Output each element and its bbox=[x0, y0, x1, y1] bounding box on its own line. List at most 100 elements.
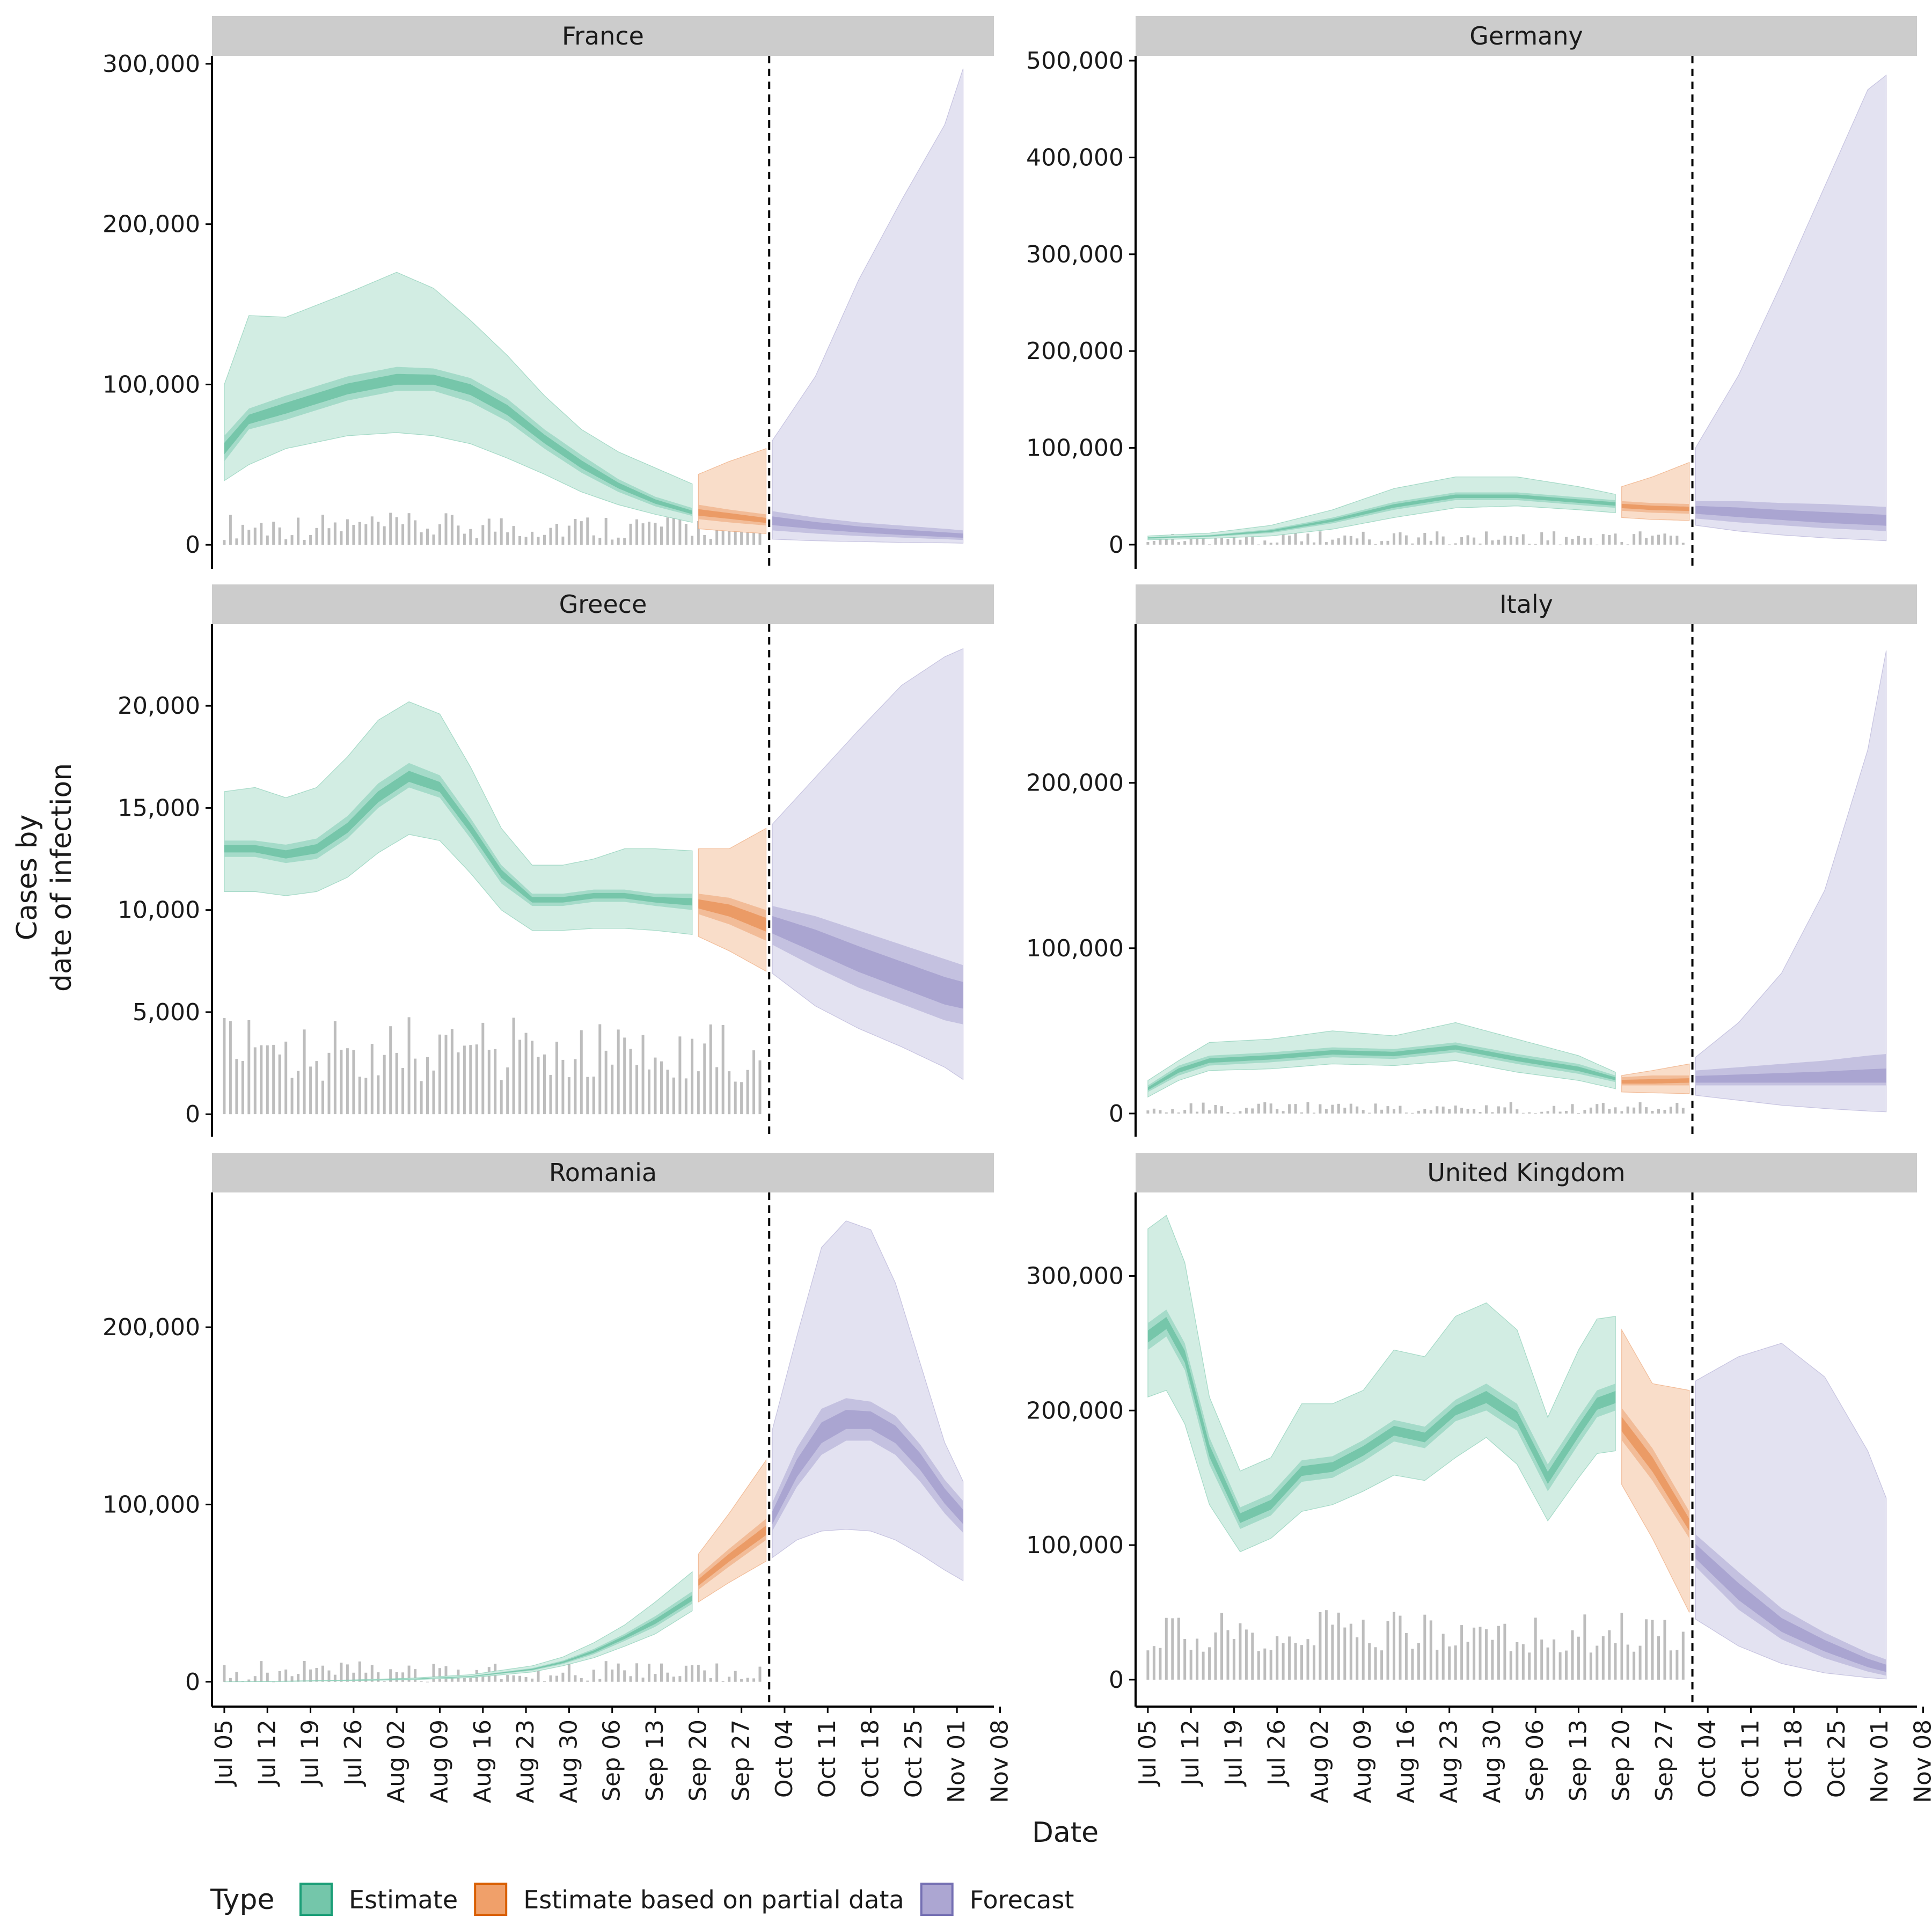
case-bar bbox=[1196, 538, 1199, 545]
estimate-ribbons bbox=[224, 272, 693, 523]
legend-key bbox=[299, 1883, 333, 1916]
x-tick-label: Aug 09 bbox=[426, 1719, 453, 1803]
case-bar bbox=[229, 1021, 232, 1115]
case-bar bbox=[684, 524, 687, 545]
case-bar bbox=[574, 1675, 577, 1682]
case-bar bbox=[537, 1666, 540, 1682]
case-bar bbox=[1202, 1102, 1205, 1114]
case-bar bbox=[377, 1075, 380, 1115]
case-bar bbox=[1263, 1648, 1267, 1680]
case-bar bbox=[1473, 1109, 1476, 1114]
case-bar bbox=[678, 518, 682, 545]
case-bar bbox=[518, 1675, 522, 1682]
case-bar bbox=[1423, 533, 1426, 545]
case-bar bbox=[1491, 1112, 1494, 1114]
case-bar bbox=[1159, 1110, 1162, 1114]
case-bar bbox=[401, 1672, 405, 1682]
case-bar bbox=[297, 1674, 300, 1682]
case-bar bbox=[506, 532, 509, 545]
case-bar bbox=[1251, 1108, 1254, 1114]
case-bar bbox=[1441, 1106, 1445, 1114]
legend-label: Forecast bbox=[970, 1885, 1074, 1914]
case-bar bbox=[1491, 1640, 1494, 1680]
case-bar bbox=[1608, 535, 1611, 545]
case-bar bbox=[1417, 1110, 1420, 1114]
case-bar bbox=[1473, 537, 1476, 545]
forecast-ribbons bbox=[772, 68, 964, 544]
case-bar bbox=[1454, 1645, 1457, 1680]
case-bar bbox=[691, 1665, 694, 1682]
partial-20-interval bbox=[1621, 503, 1689, 511]
case-bar bbox=[1362, 1620, 1365, 1680]
case-bar bbox=[1620, 1111, 1623, 1114]
partial-20-interval bbox=[698, 899, 766, 932]
case-bar bbox=[1633, 534, 1636, 545]
case-bar bbox=[1202, 1651, 1205, 1680]
case-bar bbox=[1565, 1111, 1568, 1114]
partial-ribbons bbox=[698, 448, 767, 534]
case-bar bbox=[752, 526, 756, 545]
case-bar bbox=[1503, 1107, 1506, 1114]
case-bar bbox=[414, 1058, 417, 1115]
x-tick-label: Sep 20 bbox=[1608, 1719, 1635, 1802]
case-bar bbox=[290, 1078, 294, 1115]
estimate-50-interval bbox=[224, 1591, 692, 1682]
case-bar bbox=[1423, 1109, 1426, 1114]
case-bar bbox=[1540, 1640, 1543, 1680]
case-bar bbox=[684, 1665, 687, 1682]
case-bar bbox=[1509, 1651, 1512, 1680]
case-bar bbox=[1645, 1619, 1648, 1680]
case-bar bbox=[1282, 1111, 1285, 1114]
case-bar bbox=[648, 1069, 650, 1115]
case-bar bbox=[1479, 1111, 1482, 1114]
case-bar bbox=[734, 1671, 737, 1682]
case-bar bbox=[1497, 539, 1500, 545]
partial-ribbons bbox=[1621, 1063, 1690, 1094]
x-tick-label: Nov 08 bbox=[986, 1719, 1014, 1803]
reported-case-bars bbox=[1146, 1610, 1685, 1680]
case-bar bbox=[481, 1673, 485, 1682]
y-tick-label: 0 bbox=[1109, 1100, 1124, 1128]
case-bar bbox=[1146, 542, 1150, 545]
legend-item: Forecast bbox=[920, 1883, 1074, 1916]
case-bar bbox=[537, 537, 540, 545]
case-bar bbox=[1313, 542, 1315, 545]
estimate-20-interval bbox=[1147, 494, 1616, 539]
case-bar bbox=[660, 1663, 663, 1682]
x-tick-label: Oct 04 bbox=[1694, 1719, 1721, 1798]
case-bar bbox=[1448, 1109, 1451, 1114]
case-bar bbox=[1473, 1627, 1476, 1680]
forecast-20-interval bbox=[1695, 1543, 1886, 1672]
y-tick-label: 200,000 bbox=[1026, 770, 1124, 797]
case-bar bbox=[1460, 1625, 1463, 1680]
case-bar bbox=[1485, 1629, 1488, 1680]
case-bar bbox=[1263, 540, 1267, 545]
case-bar bbox=[1633, 1107, 1636, 1114]
case-bar bbox=[420, 1081, 423, 1115]
case-bar bbox=[1374, 1647, 1377, 1680]
estimate-90-interval bbox=[1147, 1214, 1616, 1553]
x-tick-label: Aug 02 bbox=[1306, 1719, 1334, 1803]
case-bar bbox=[1245, 1629, 1248, 1680]
case-bar bbox=[1657, 1636, 1660, 1680]
case-bar bbox=[1503, 1623, 1506, 1680]
case-bar bbox=[253, 528, 257, 545]
case-bar bbox=[1485, 531, 1488, 545]
case-bar bbox=[1245, 1108, 1248, 1114]
case-bar bbox=[1232, 1113, 1235, 1114]
case-bar bbox=[531, 1041, 534, 1115]
case-bar bbox=[752, 1678, 756, 1682]
case-bar bbox=[1638, 1102, 1642, 1114]
case-bar bbox=[691, 536, 694, 545]
case-bar bbox=[1497, 1106, 1500, 1114]
case-bar bbox=[260, 1661, 263, 1682]
case-bar bbox=[1675, 1103, 1679, 1114]
case-bar bbox=[697, 1665, 700, 1682]
case-bar bbox=[524, 1677, 528, 1682]
y-tick-label: 20,000 bbox=[118, 692, 200, 720]
case-bar bbox=[512, 526, 515, 545]
case-bar bbox=[1300, 1645, 1303, 1680]
case-bar bbox=[1393, 1612, 1395, 1680]
case-bar bbox=[432, 1070, 435, 1115]
case-bar bbox=[1516, 1109, 1519, 1114]
